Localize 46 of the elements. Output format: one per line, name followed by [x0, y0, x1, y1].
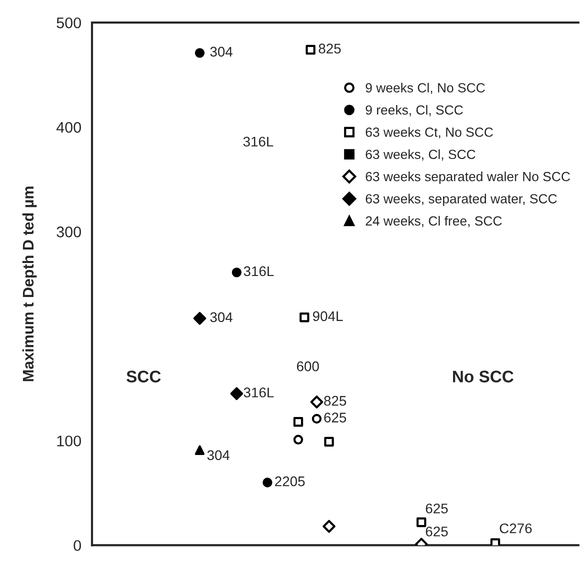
- y-tick-label: 400: [56, 122, 81, 133]
- point: [322, 520, 336, 533]
- y-axis-title: Maximum t Depth D ted µm: [22, 186, 37, 382]
- legend-label: 63 weeks Ct, No SCC: [366, 127, 493, 138]
- point: [306, 44, 316, 55]
- legend-label: 24 weeks, Cl free, SCC: [366, 216, 502, 228]
- annotation: 625: [426, 526, 448, 536]
- annotation: 316L: [244, 266, 274, 276]
- annotation: 316L: [243, 136, 274, 147]
- annotation: 825: [318, 44, 341, 54]
- point: [300, 312, 310, 322]
- annotation: 825: [324, 396, 346, 406]
- point: [416, 517, 426, 528]
- point: [293, 434, 304, 445]
- annotation: C276: [500, 523, 532, 534]
- y-tick-label: 100: [57, 436, 81, 446]
- point: [293, 417, 304, 427]
- y-tick-label: 0: [74, 540, 81, 551]
- annotation: 304: [210, 312, 232, 322]
- y-tick-label: 500: [56, 17, 81, 28]
- annotation: SCC: [126, 370, 161, 382]
- annotation: No SCC: [453, 370, 514, 382]
- annotation: 600: [296, 361, 319, 372]
- annotation: 304: [210, 46, 232, 57]
- legend-label: 9 reeks, Cl, SCC: [366, 104, 463, 116]
- annotation: 316L: [244, 388, 274, 398]
- point: [194, 445, 205, 455]
- legend-label: 63 weeks, separated water, SCC: [366, 194, 557, 206]
- point: [230, 387, 244, 400]
- annotation: 2205: [275, 476, 305, 486]
- annotation: 625: [426, 504, 448, 514]
- point: [490, 538, 500, 546]
- annotation: 625: [324, 412, 346, 422]
- point: [262, 478, 272, 488]
- point: [194, 48, 205, 58]
- point: [312, 414, 322, 424]
- legend-label: 9 weeks Cl, No SCC: [366, 82, 485, 94]
- y-tick-label: 300: [56, 226, 81, 238]
- annotation: 904L: [312, 311, 343, 322]
- legend-label: 63 weeks separated waler No SCC: [366, 172, 570, 184]
- legend-label: 63 weeks, Cl, SCC: [366, 149, 476, 161]
- annotation: 304: [207, 450, 230, 460]
- point: [232, 268, 242, 278]
- point: [324, 436, 334, 447]
- point: [193, 312, 206, 325]
- point: [310, 396, 324, 408]
